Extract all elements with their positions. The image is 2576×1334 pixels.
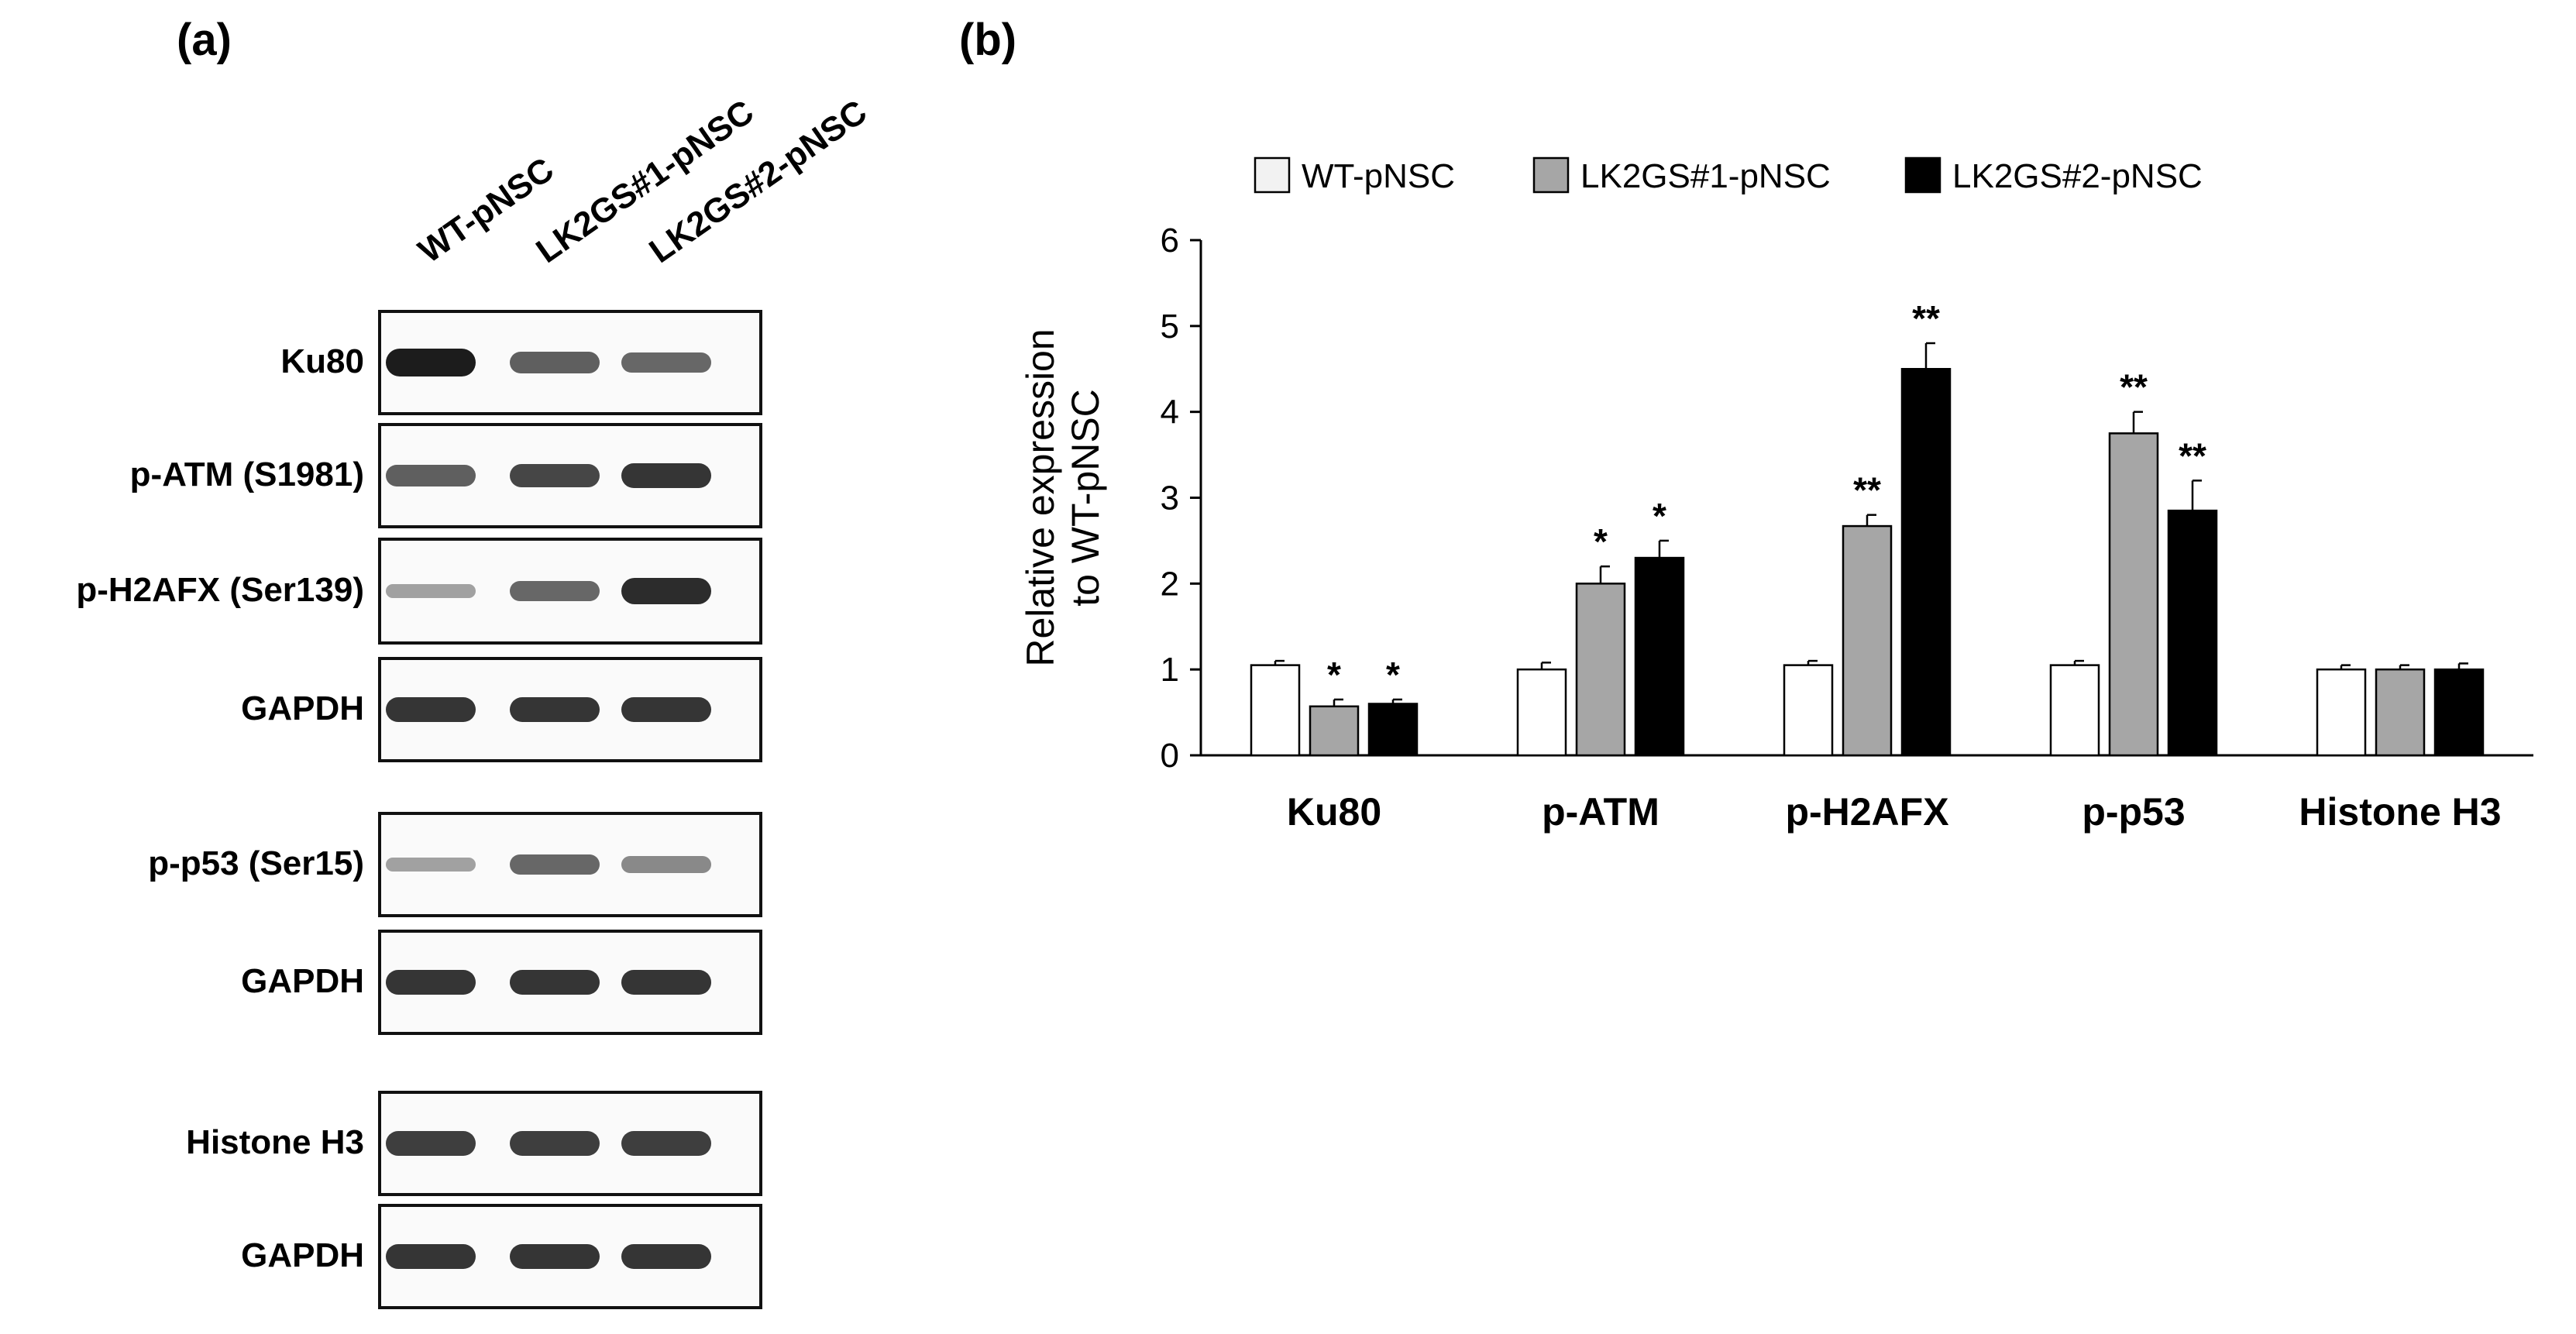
significance-label: ** bbox=[2179, 435, 2206, 476]
blot-image bbox=[378, 423, 762, 528]
blot-band bbox=[510, 1243, 600, 1270]
bar bbox=[1516, 668, 1567, 757]
x-tick-label: p-ATM bbox=[1542, 790, 1659, 834]
legend-label: WT-pNSC bbox=[1302, 157, 1455, 195]
legend-swatch bbox=[1904, 156, 1941, 194]
bar bbox=[2433, 668, 2485, 757]
blot-band bbox=[386, 1131, 476, 1156]
y-tick-label: 4 bbox=[1161, 394, 1179, 431]
x-tick-label: p-H2AFX bbox=[1785, 790, 1948, 834]
blot-band bbox=[386, 583, 476, 599]
blot-image bbox=[378, 657, 762, 762]
blot-label: GAPDH bbox=[241, 1236, 364, 1274]
significance-label: * bbox=[1594, 521, 1608, 562]
blot-image bbox=[378, 310, 762, 415]
blot-label: p-p53 (Ser15) bbox=[148, 844, 364, 882]
significance-label: ** bbox=[1912, 298, 1940, 339]
blot-band bbox=[386, 857, 476, 872]
blot-band bbox=[386, 696, 476, 723]
significance-label: * bbox=[1653, 496, 1666, 536]
blot-image bbox=[378, 1091, 762, 1196]
bar bbox=[1900, 368, 1952, 757]
blot-image bbox=[378, 1204, 762, 1309]
bar bbox=[2108, 432, 2159, 757]
x-tick-label: Ku80 bbox=[1287, 790, 1381, 834]
blot-image bbox=[378, 538, 762, 645]
blot-band bbox=[621, 352, 711, 373]
y-tick-label: 5 bbox=[1161, 308, 1179, 346]
blot-label: p-ATM (S1981) bbox=[129, 456, 364, 493]
blot-band bbox=[621, 696, 711, 723]
bar bbox=[1783, 664, 1834, 757]
bar bbox=[1250, 664, 1301, 757]
significance-label: * bbox=[1327, 655, 1341, 695]
blot-image bbox=[378, 812, 762, 917]
blot-band bbox=[621, 969, 711, 995]
bar bbox=[2316, 668, 2367, 757]
y-tick-label: 2 bbox=[1161, 565, 1179, 603]
legend-label: LK2GS#1-pNSC bbox=[1580, 157, 1831, 195]
blot-image bbox=[378, 930, 762, 1035]
legend-swatch bbox=[1254, 156, 1291, 194]
y-axis-label: Relative expressionto WT-pNSC bbox=[1019, 328, 1107, 666]
blot-band bbox=[510, 969, 600, 995]
blot-label: GAPDH bbox=[241, 962, 364, 1000]
x-tick-label: p-p53 bbox=[2082, 790, 2185, 834]
significance-label: ** bbox=[1853, 470, 1881, 511]
blot-band bbox=[621, 856, 711, 873]
bar bbox=[1367, 703, 1419, 757]
blot-band bbox=[386, 465, 476, 486]
blot-label: Histone H3 bbox=[186, 1123, 364, 1161]
bar bbox=[2049, 664, 2100, 757]
legend-swatch bbox=[1532, 156, 1570, 194]
y-tick-label: 0 bbox=[1161, 737, 1179, 775]
blot-band bbox=[621, 578, 711, 604]
blot-band bbox=[510, 463, 600, 488]
legend-label: LK2GS#2-pNSC bbox=[1952, 157, 2203, 195]
blot-band bbox=[621, 1243, 711, 1270]
bar bbox=[1309, 705, 1360, 757]
blot-band bbox=[510, 854, 600, 875]
significance-label: ** bbox=[2120, 367, 2148, 407]
panel-b-label: (b) bbox=[959, 15, 1017, 65]
blot-band bbox=[386, 1243, 476, 1270]
blot-band bbox=[386, 349, 476, 376]
blot-band bbox=[510, 1131, 600, 1156]
blot-label: Ku80 bbox=[280, 342, 364, 380]
y-tick-label: 6 bbox=[1161, 222, 1179, 260]
blot-band bbox=[621, 462, 711, 489]
blot-band bbox=[386, 969, 476, 995]
blot-label: p-H2AFX (Ser139) bbox=[76, 571, 364, 609]
x-tick-label: Histone H3 bbox=[2299, 790, 2501, 834]
significance-label: * bbox=[1386, 655, 1400, 695]
blot-label: GAPDH bbox=[241, 689, 364, 727]
bar bbox=[1575, 583, 1626, 757]
bar bbox=[1842, 524, 1893, 757]
panel-a-label: (a) bbox=[177, 15, 232, 65]
blot-band bbox=[510, 352, 600, 373]
bar bbox=[1634, 556, 1685, 757]
bar bbox=[2167, 509, 2218, 757]
y-tick-label: 1 bbox=[1161, 651, 1179, 689]
blot-band bbox=[621, 1131, 711, 1156]
blot-band bbox=[510, 580, 600, 602]
bar bbox=[2375, 668, 2426, 757]
y-tick-label: 3 bbox=[1161, 480, 1179, 517]
blot-band bbox=[510, 696, 600, 723]
